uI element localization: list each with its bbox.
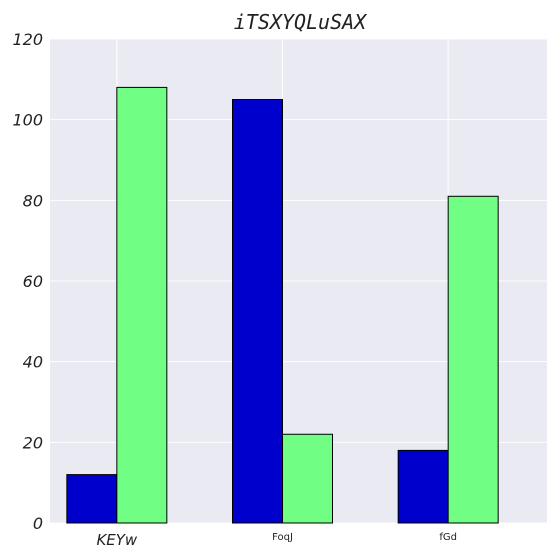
chart-title: iTSXYQLuSAX xyxy=(234,10,368,34)
y-tick-label: 120 xyxy=(12,30,43,49)
bars xyxy=(66,86,499,524)
bar-fgd-series-1 xyxy=(397,449,449,524)
y-tick-label: 100 xyxy=(12,111,43,130)
bar-foqj-series-1 xyxy=(232,99,283,524)
x-axis-ticks: KEYw FoqJ fGd xyxy=(96,531,457,549)
bar-fgd-series-2 xyxy=(447,195,499,524)
bar-keyw-series-2 xyxy=(116,86,168,524)
y-tick-label: 60 xyxy=(23,272,43,291)
bar-keyw-series-1 xyxy=(66,474,118,524)
bar-foqj-series-2 xyxy=(282,433,333,524)
y-tick-label: 20 xyxy=(23,433,43,452)
y-tick-label: 80 xyxy=(23,191,43,210)
x-tick-label: KEYw xyxy=(96,531,137,549)
y-tick-label: 40 xyxy=(23,353,43,372)
x-tick-label: FoqJ xyxy=(272,532,293,543)
x-tick-label: fGd xyxy=(439,532,457,543)
y-tick-label: 0 xyxy=(33,514,43,533)
y-axis-ticks: 0 20 40 60 80 100 120 xyxy=(12,30,43,533)
